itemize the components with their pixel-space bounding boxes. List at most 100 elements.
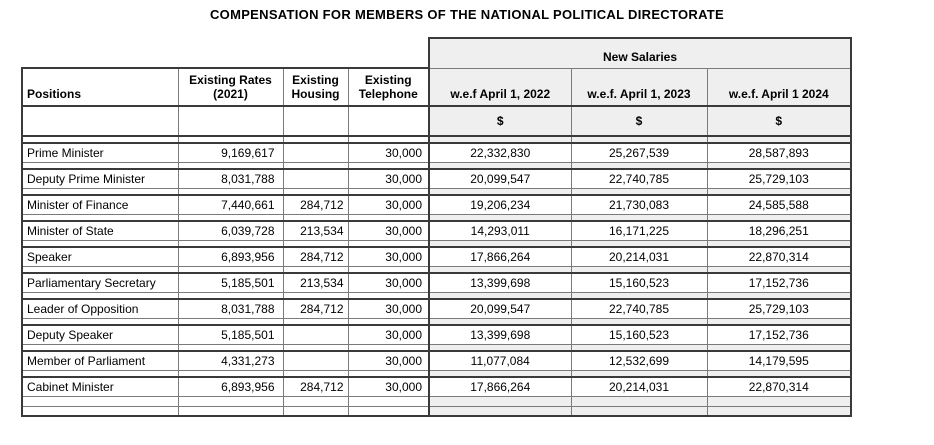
- empty-cell: [177, 105, 284, 137]
- table-row: Member of Parliament 4,331,273 30,000 11…: [21, 350, 853, 371]
- spacer-cell: [706, 265, 853, 274]
- spacer-cell: [570, 369, 708, 378]
- spacer-cell: [570, 291, 708, 300]
- cell-salary-2022: 19,206,234: [428, 194, 572, 215]
- cell-existing-rate: 7,440,661: [177, 194, 284, 215]
- empty-cell: [21, 395, 179, 407]
- cell-position: Prime Minister: [21, 142, 179, 163]
- cell-existing-telephone: 30,000: [347, 142, 430, 163]
- compensation-table: New Salaries Positions Existing Rates (2…: [21, 37, 853, 417]
- cell-existing-housing: [282, 324, 349, 345]
- table-row: Parliamentary Secretary 5,185,501 213,53…: [21, 272, 853, 293]
- column-header-row: Positions Existing Rates (2021) Existing…: [21, 67, 853, 107]
- empty-cell: [706, 405, 853, 417]
- cell-existing-rate: 6,039,728: [177, 220, 284, 241]
- cell-existing-housing: [282, 142, 349, 163]
- spacer-cell: [570, 317, 708, 326]
- table-row: Leader of Opposition 8,031,788 284,712 3…: [21, 298, 853, 319]
- table-row: Deputy Prime Minister 8,031,788 30,000 2…: [21, 168, 853, 189]
- cell-existing-rate: 6,893,956: [177, 376, 284, 397]
- empty-cell: [282, 405, 349, 417]
- spacer-cell: [347, 239, 430, 248]
- cell-existing-rate: 5,185,501: [177, 324, 284, 345]
- cell-existing-housing: 213,534: [282, 272, 349, 293]
- spacer-cell: [177, 265, 284, 274]
- spacer-row: [21, 343, 853, 352]
- spacer-cell: [21, 161, 179, 170]
- cell-salary-2023: 20,214,031: [570, 376, 708, 397]
- spacer-cell: [177, 343, 284, 352]
- spacer-cell: [570, 135, 708, 144]
- cell-position: Minister of Finance: [21, 194, 179, 215]
- cell-existing-telephone: 30,000: [347, 272, 430, 293]
- spacer-cell: [21, 291, 179, 300]
- cell-salary-2023: 20,214,031: [570, 246, 708, 267]
- cell-existing-rate: 9,169,617: [177, 142, 284, 163]
- currency-row: $ $ $: [21, 105, 853, 137]
- cell-salary-2022: 11,077,084: [428, 350, 572, 371]
- cell-salary-2024: 17,152,736: [706, 272, 853, 293]
- spacer-cell: [21, 135, 179, 144]
- spacer-cell: [347, 343, 430, 352]
- cell-salary-2022: 20,099,547: [428, 298, 572, 319]
- spacer-cell: [706, 317, 853, 326]
- spacer-cell: [21, 265, 179, 274]
- cell-existing-rate: 8,031,788: [177, 168, 284, 189]
- spacer-cell: [347, 213, 430, 222]
- spacer-cell: [21, 213, 179, 222]
- table-row: Speaker 6,893,956 284,712 30,000 17,866,…: [21, 246, 853, 267]
- page-title: COMPENSATION FOR MEMBERS OF THE NATIONAL…: [209, 7, 725, 22]
- cell-existing-telephone: 30,000: [347, 324, 430, 345]
- spacer-cell: [570, 265, 708, 274]
- spacer-cell: [570, 343, 708, 352]
- spacer-cell: [706, 369, 853, 378]
- spacer-cell: [428, 317, 572, 326]
- cell-existing-telephone: 30,000: [347, 246, 430, 267]
- cell-salary-2024: 17,152,736: [706, 324, 853, 345]
- spacer-cell: [177, 213, 284, 222]
- cell-salary-2023: 15,160,523: [570, 324, 708, 345]
- spacer-cell: [706, 135, 853, 144]
- empty-cell: [282, 105, 349, 137]
- spacer-cell: [347, 369, 430, 378]
- table-row: Minister of Finance 7,440,661 284,712 30…: [21, 194, 853, 215]
- empty-cell: [347, 395, 430, 407]
- cell-existing-telephone: 30,000: [347, 376, 430, 397]
- cell-salary-2023: 25,267,539: [570, 142, 708, 163]
- cell-existing-housing: 284,712: [282, 376, 349, 397]
- spacer-cell: [347, 187, 430, 196]
- spacer-cell: [347, 135, 430, 144]
- spacer-row: [21, 239, 853, 248]
- empty-cell: [570, 395, 708, 407]
- spacer-cell: [282, 265, 349, 274]
- cell-salary-2024: 18,296,251: [706, 220, 853, 241]
- col-header-wef-2022: w.e.f April 1, 2022: [428, 67, 572, 107]
- cell-existing-rate: 8,031,788: [177, 298, 284, 319]
- spacer-cell: [570, 161, 708, 170]
- col-header-existing-housing: Existing Housing: [282, 67, 349, 107]
- spacer-cell: [428, 135, 572, 144]
- spacer-cell: [21, 317, 179, 326]
- spacer-cell: [21, 239, 179, 248]
- spacer-cell: [428, 161, 572, 170]
- empty-cell: [21, 105, 179, 137]
- cell-salary-2024: 24,585,588: [706, 194, 853, 215]
- cell-position: Parliamentary Secretary: [21, 272, 179, 293]
- spacer-cell: [428, 265, 572, 274]
- spacer-cell: [706, 187, 853, 196]
- spacer-cell: [706, 343, 853, 352]
- spacer-cell: [706, 213, 853, 222]
- spacer-cell: [282, 317, 349, 326]
- col-header-positions: Positions: [21, 67, 179, 107]
- spacer-row: [21, 317, 853, 326]
- cell-salary-2024: 25,729,103: [706, 298, 853, 319]
- cell-existing-telephone: 30,000: [347, 220, 430, 241]
- spacer-row: [21, 187, 853, 196]
- cell-position: Speaker: [21, 246, 179, 267]
- spacer-cell: [177, 239, 284, 248]
- cell-position: Member of Parliament: [21, 350, 179, 371]
- cell-position: Deputy Speaker: [21, 324, 179, 345]
- spacer-cell: [282, 291, 349, 300]
- col-header-existing-rates: Existing Rates (2021): [177, 67, 284, 107]
- spacer-cell: [282, 239, 349, 248]
